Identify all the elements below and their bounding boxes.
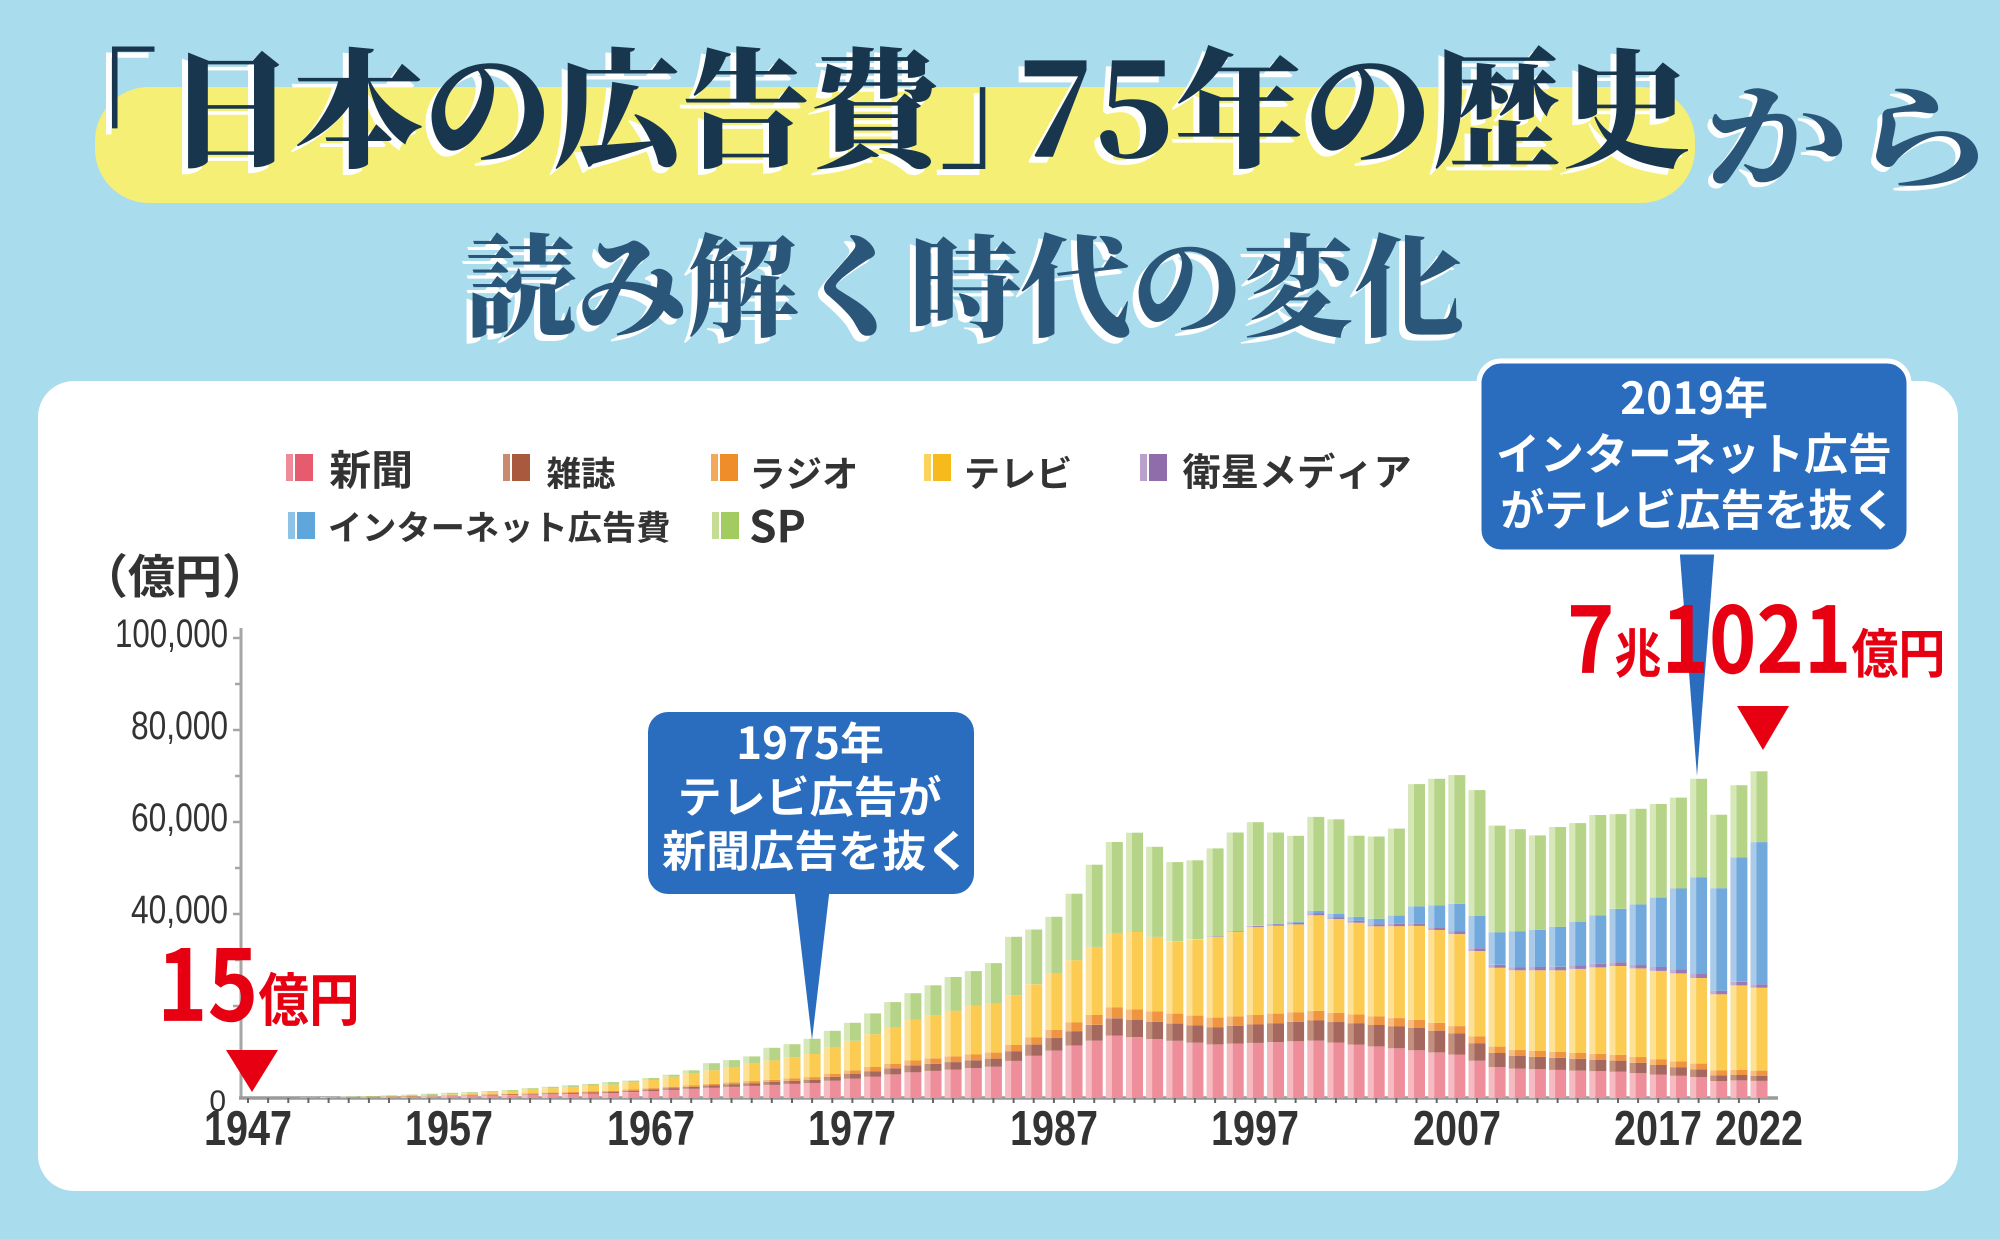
svg-text:2017: 2017 [1614,1102,1702,1156]
svg-text:1947: 1947 [204,1102,292,1156]
svg-text:2022: 2022 [1715,1102,1803,1156]
svg-text:80,000: 80,000 [131,704,228,748]
svg-text:1967: 1967 [607,1102,695,1156]
svg-text:1987: 1987 [1010,1102,1098,1156]
svg-text:60,000: 60,000 [131,796,228,840]
svg-text:1977: 1977 [808,1102,896,1156]
svg-text:100,000: 100,000 [115,612,228,656]
svg-text:2007: 2007 [1413,1102,1501,1156]
svg-text:1957: 1957 [405,1102,493,1156]
svg-text:40,000: 40,000 [131,888,228,932]
svg-text:1997: 1997 [1211,1102,1299,1156]
